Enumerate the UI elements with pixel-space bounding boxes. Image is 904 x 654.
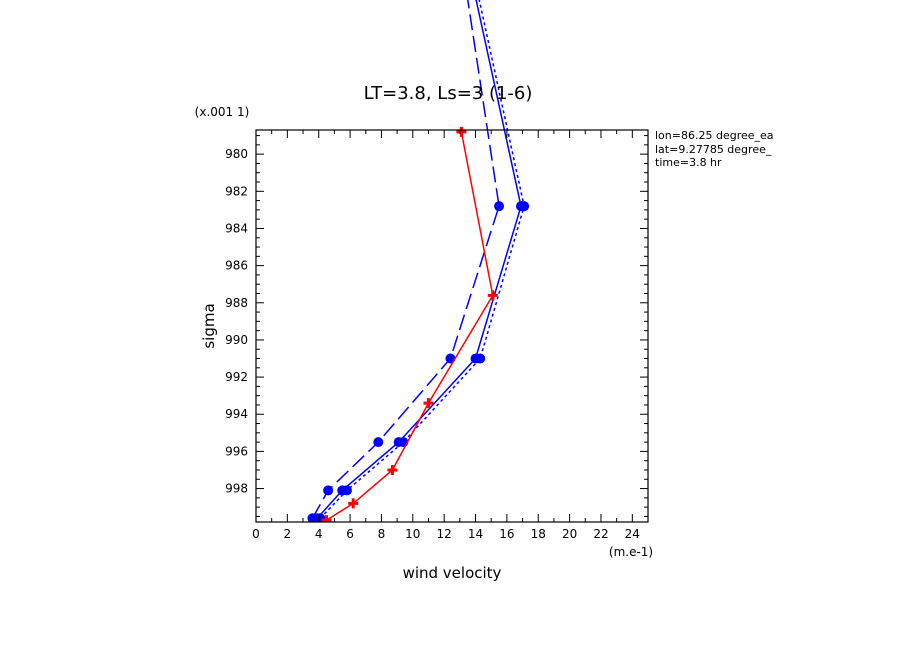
x-tick-label: 20 [562,527,577,541]
data-point [456,126,467,137]
y-axis-label: sigma [200,303,218,348]
data-point [373,437,384,448]
x-tick-label: 16 [499,527,514,541]
series-line [319,0,525,519]
y-tick-label: 990 [225,333,248,347]
x-tick-label: 14 [468,527,483,541]
data-point [323,485,334,496]
data-point [348,498,359,509]
series-line [316,0,522,519]
x-tick-label: 18 [531,527,546,541]
y-tick-label: 988 [225,296,248,310]
x-tick-label: 0 [252,527,260,541]
plot-frame [255,129,649,523]
series-0 [312,0,526,522]
x-axis-label: wind velocity [403,564,502,582]
info-line-lon: lon=86.25 degree_ea [655,129,774,142]
x-unit-label: (m.e-1) [609,545,653,559]
y-tick-label: 992 [225,370,248,384]
y-tick-label: 982 [225,184,248,198]
data-point [321,515,332,522]
series-line [326,131,494,521]
x-tick-label: 12 [437,527,452,541]
y-tick-label: 994 [225,407,248,421]
data-point [445,353,456,364]
x-tick-label: 8 [378,527,386,541]
x-tick-label: 24 [625,527,640,541]
y-unit-label: (x.001 1) [195,105,250,119]
data-point [519,201,530,212]
axis-layer: 0 2 4 6 8 10 12 14 16 18 20 22 249809829849869889909… [225,130,649,541]
chart-title: LT=3.8, Ls=3 (1-6) [364,83,533,104]
y-tick-label: 980 [225,147,248,161]
x-tick-label: 10 [405,527,420,541]
data-point [387,464,398,475]
info-line-lat: lat=9.27785 degree_ [655,143,772,156]
y-tick-label: 986 [225,259,248,273]
y-tick-label: 998 [225,482,248,496]
data-point [494,201,505,212]
data-point [307,513,318,522]
series-2 [315,0,530,522]
data-point [475,353,486,364]
x-tick-label: 22 [593,527,608,541]
data-point [487,290,498,301]
x-tick-label: 6 [346,527,354,541]
x-tick-label: 4 [315,527,323,541]
series-line [311,0,500,519]
data-point [423,398,434,409]
data-point [341,485,352,496]
y-tick-label: 996 [225,444,248,458]
x-tick-label: 2 [284,527,292,541]
series-1 [307,0,505,522]
series-layer [307,0,530,522]
info-line-time: time=3.8 hr [655,156,722,169]
series-3 [321,126,498,522]
y-tick-label: 984 [225,221,248,235]
